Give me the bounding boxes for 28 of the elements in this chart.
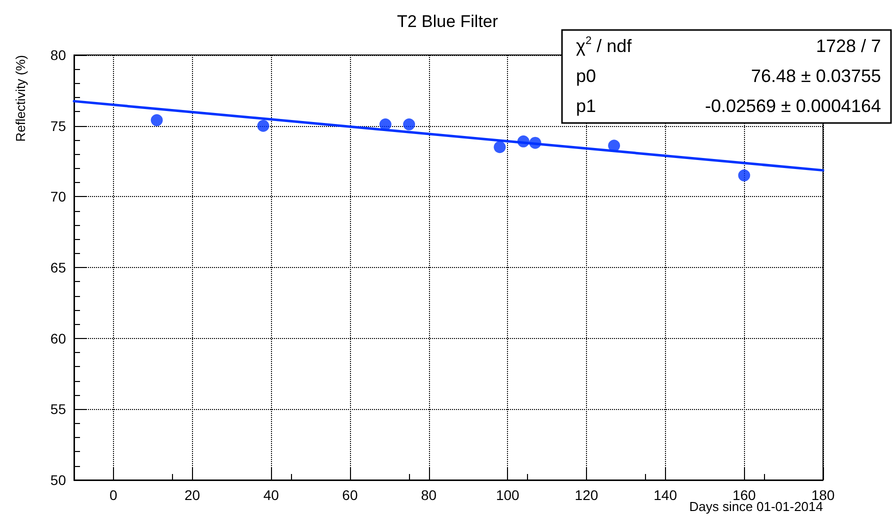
- point: [403, 118, 416, 130]
- y-tick-label: 55: [50, 401, 66, 418]
- point: [257, 120, 270, 132]
- x-tick-label: 20: [184, 487, 200, 503]
- y-tick-label: 60: [50, 330, 66, 346]
- text: p1 -0.02569 ± 0.0004164: [576, 96, 881, 116]
- x-tick-label: 40: [263, 487, 280, 503]
- point: [379, 118, 392, 130]
- point: [608, 140, 620, 152]
- x-tick-label: 100: [496, 487, 520, 503]
- text: p0 76.48 ± 0.03755: [576, 66, 881, 86]
- y-tick-label: 65: [50, 260, 66, 276]
- point: [150, 114, 163, 126]
- point: [517, 135, 530, 148]
- x-tick-label: 140: [654, 487, 678, 503]
- x-tick-label: 80: [421, 487, 437, 503]
- x-tick-label: 120: [574, 487, 598, 503]
- point: [738, 169, 750, 182]
- y-tick-label: 70: [50, 188, 66, 205]
- point: [529, 136, 542, 149]
- y-axis-title: Reflectivity (%): [13, 55, 28, 142]
- x-tick-label: 0: [110, 487, 118, 503]
- y-tick-label: 80: [50, 47, 66, 63]
- point: [494, 141, 506, 154]
- chart-title: T2 Blue Filter: [396, 12, 498, 31]
- y-tick-label: 50: [50, 472, 66, 488]
- y-tick-label: 75: [50, 118, 66, 134]
- x-tick-label: 60: [342, 487, 358, 503]
